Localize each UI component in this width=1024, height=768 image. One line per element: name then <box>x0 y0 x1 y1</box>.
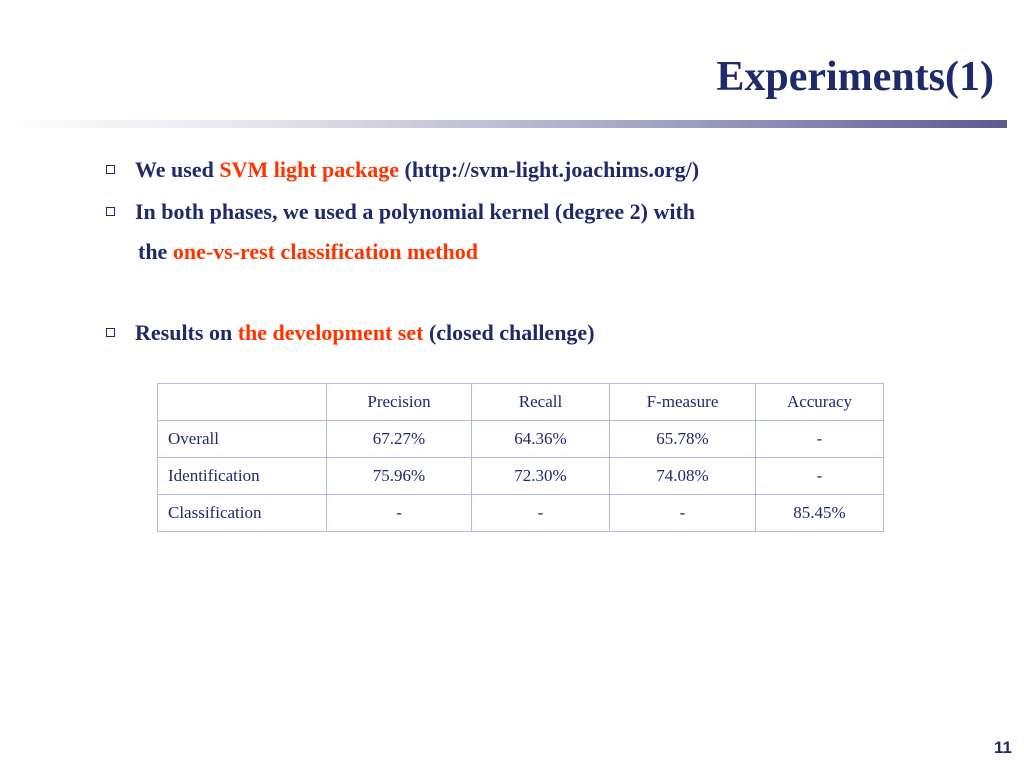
bullet-svm-package: We used SVM light package (http://svm-li… <box>106 159 699 181</box>
table-row: Identification 75.96% 72.30% 74.08% - <box>157 457 884 495</box>
bullet-marker-icon <box>106 165 115 174</box>
table-cell: 85.45% <box>755 494 884 532</box>
bullet-highlight: SVM light package <box>219 157 400 182</box>
table-header-cell <box>157 383 327 421</box>
page-number: 11 <box>994 738 1012 757</box>
title-divider <box>0 120 1007 128</box>
bullet-text-pre: Results on <box>135 320 238 345</box>
table-header-cell: Precision <box>326 383 472 421</box>
table-row: Overall 67.27% 64.36% 65.78% - <box>157 420 884 458</box>
table-header-cell: Accuracy <box>755 383 884 421</box>
bullet-text-pre: We used <box>135 157 220 182</box>
table-cell: - <box>609 494 756 532</box>
bullet-polynomial-kernel-continuation: the one-vs-rest classification method <box>138 241 478 263</box>
table-row: Classification - - - 85.45% <box>157 494 884 532</box>
bullet-text-post: (http://svm-light.joachims.org/) <box>399 157 700 182</box>
table-cell: - <box>471 494 610 532</box>
bullet-results: Results on the development set (closed c… <box>106 322 595 344</box>
table-row-label: Identification <box>157 457 327 495</box>
bullet-marker-icon <box>106 207 115 216</box>
table-cell: 64.36% <box>471 420 610 458</box>
table-cell: 65.78% <box>609 420 756 458</box>
table-cell: 75.96% <box>326 457 472 495</box>
table-header-row: Precision Recall F-measure Accuracy <box>157 383 884 421</box>
table-cell: 67.27% <box>326 420 472 458</box>
table-cell: - <box>326 494 472 532</box>
table-row-label: Overall <box>157 420 327 458</box>
bullet-text-pre: In both phases, we used a polynomial ker… <box>135 199 696 224</box>
table-cell: - <box>755 457 884 495</box>
bullet-text-cont: the <box>138 239 173 264</box>
slide-title: Experiments(1) <box>716 54 994 100</box>
table-header-cell: F-measure <box>609 383 756 421</box>
table-cell: 72.30% <box>471 457 610 495</box>
bullet-text-post: (closed challenge) <box>423 320 595 345</box>
table-cell: 74.08% <box>609 457 756 495</box>
bullet-marker-icon <box>106 328 115 337</box>
table-cell: - <box>755 420 884 458</box>
bullet-polynomial-kernel: In both phases, we used a polynomial ker… <box>106 201 695 223</box>
bullet-highlight: the development set <box>237 320 424 345</box>
results-table: Precision Recall F-measure Accuracy Over… <box>157 383 884 532</box>
table-header-cell: Recall <box>471 383 610 421</box>
table-row-label: Classification <box>157 494 327 532</box>
bullet-highlight: one-vs-rest classification method <box>172 239 478 264</box>
